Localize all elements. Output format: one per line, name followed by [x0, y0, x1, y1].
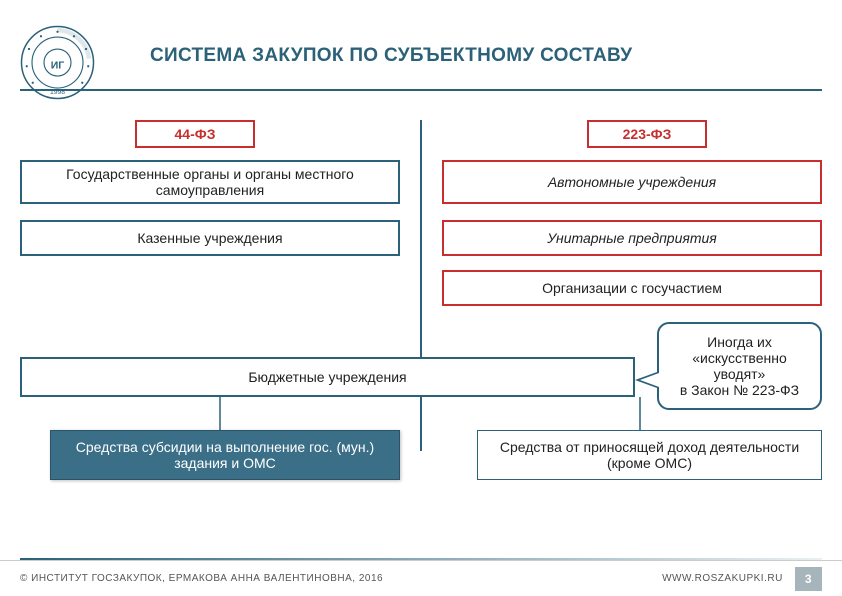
- box-income: Средства от приносящей доход деятельност…: [477, 430, 822, 480]
- box-gosuchastie: Организации с госучастием: [442, 270, 822, 306]
- footer: © ИНСТИТУТ ГОСЗАКУПОК, ЕРМАКОВА АННА ВАЛ…: [0, 560, 842, 596]
- box-budget: Бюджетные учреждения: [20, 357, 635, 397]
- callout-text: Иногда их «искусственно уводят» в Закон …: [680, 334, 799, 398]
- header-divider: [20, 89, 822, 91]
- box-unitary: Унитарные предприятия: [442, 220, 822, 256]
- box-gov-organs: Государственные органы и органы местного…: [20, 160, 400, 204]
- connector-lines: [20, 397, 822, 432]
- svg-text:ИГ: ИГ: [51, 60, 65, 72]
- page-number: 3: [795, 567, 822, 591]
- svg-text:1998: 1998: [50, 89, 65, 96]
- footer-copyright: © ИНСТИТУТ ГОСЗАКУПОК, ЕРМАКОВА АННА ВАЛ…: [20, 573, 383, 584]
- tab-223fz: 223-ФЗ: [587, 120, 707, 148]
- page-title: СИСТЕМА ЗАКУПОК ПО СУБЪЕКТНОМУ СОСТАВУ: [150, 45, 792, 67]
- institute-logo: ИГ 1998: [20, 25, 95, 100]
- callout-tail-fill: [640, 373, 659, 387]
- tab-44fz: 44-ФЗ: [135, 120, 255, 148]
- box-autonomous: Автономные учреждения: [442, 160, 822, 204]
- footer-url: WWW.ROSZAKUPKI.RU: [662, 573, 783, 584]
- block-subsidy: Средства субсидии на выполнение гос. (му…: [50, 430, 400, 480]
- box-kazennye: Казенные учреждения: [20, 220, 400, 256]
